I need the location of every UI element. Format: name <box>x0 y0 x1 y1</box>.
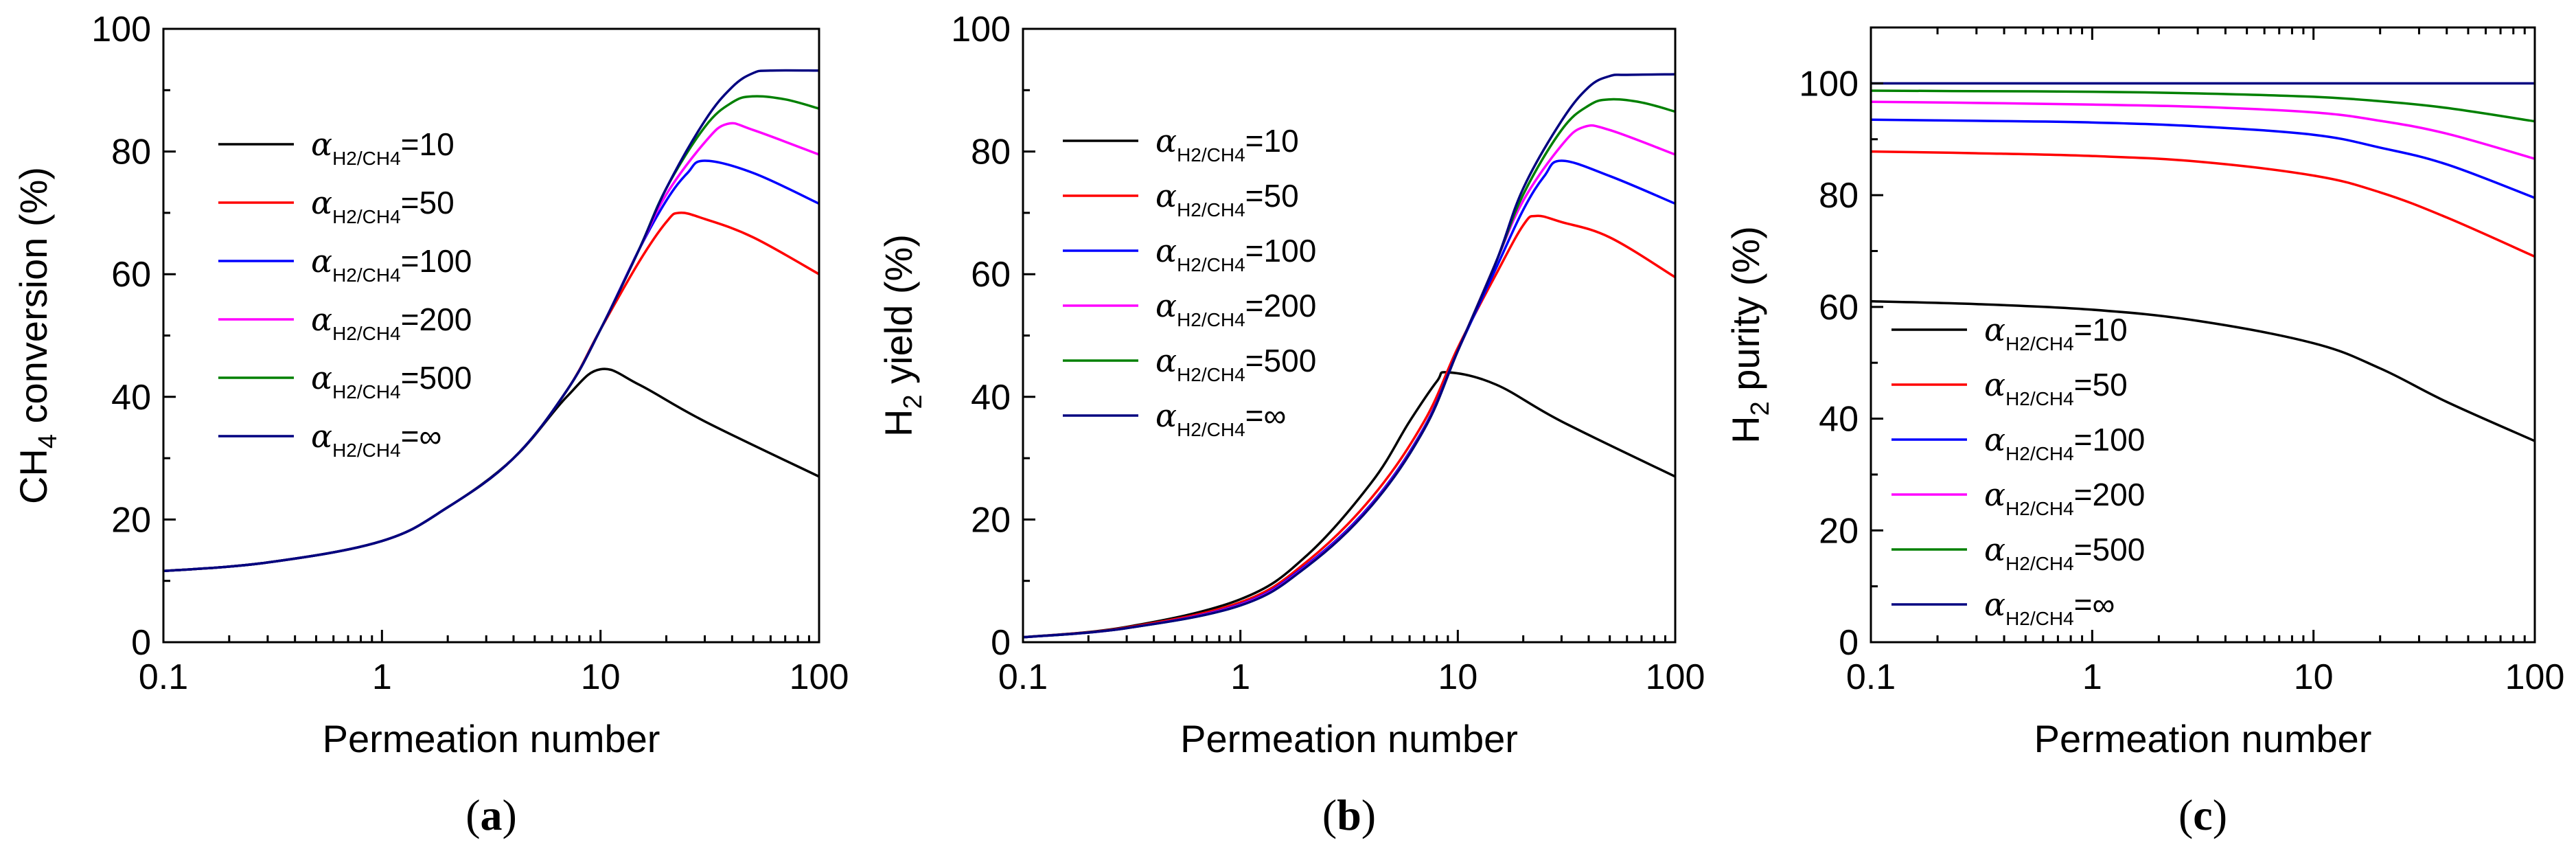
series-line-alpha-200 <box>163 122 819 573</box>
legend-entry-label: αH2/CH4=50 <box>1984 366 2128 409</box>
y-tick-label: 40 <box>1819 400 1859 440</box>
x-tick-label: 100 <box>1646 657 1705 697</box>
legend-entry-label: αH2/CH4=50 <box>1155 177 1299 220</box>
y-tick-label: 80 <box>111 133 151 172</box>
chart-panel-a: 0.1 1 10 100 0 20 40 60 80 100 Permeation number CH… <box>12 10 849 839</box>
legend: αH2/CH4=10 αH2/CH4=50 αH2/CH4=100 αH2/CH4=2… <box>1063 122 1316 440</box>
series-line-alpha-inf <box>1023 73 1675 639</box>
x-axis-label: Permeation number <box>323 717 660 760</box>
y-tick-label: 60 <box>1819 288 1859 328</box>
series-line-alpha-200 <box>1023 124 1675 639</box>
series-line-alpha-200 <box>1871 100 2535 160</box>
legend-entry-label: αH2/CH4=200 <box>311 301 472 344</box>
y-tick-label: 40 <box>971 378 1011 418</box>
x-tick-label: 100 <box>790 657 849 697</box>
y-tick-label: 0 <box>1839 623 1859 663</box>
series-line-alpha-500 <box>1023 98 1675 639</box>
legend: αH2/CH4=10 αH2/CH4=50 αH2/CH4=100 αH2/CH4=2… <box>1891 311 2145 629</box>
x-tick-label: 10 <box>581 657 621 697</box>
series-line-alpha-inf <box>163 69 819 573</box>
y-tick-label: 40 <box>111 378 151 418</box>
series-line-alpha-100 <box>1023 159 1675 639</box>
y-axis-label: H2 purity (%) <box>1724 226 1775 444</box>
x-tick-label: 10 <box>1438 657 1477 697</box>
x-tick-label: 1 <box>1230 657 1250 697</box>
legend-entry-label: αH2/CH4=100 <box>311 242 472 286</box>
plot-frame <box>1870 26 2536 644</box>
series-line-alpha-500 <box>163 95 819 573</box>
series-line-alpha-10 <box>163 367 819 573</box>
y-tick-label: 20 <box>971 500 1011 540</box>
legend-entry-label: αH2/CH4=200 <box>1155 287 1316 330</box>
series-line-alpha-50 <box>1023 214 1675 639</box>
x-axis-label: Permeation number <box>2034 717 2372 760</box>
legend-entry-label: αH2/CH4=100 <box>1155 232 1316 275</box>
x-axis-label: Permeation number <box>1180 717 1518 760</box>
x-tick-label: 100 <box>2505 657 2565 697</box>
y-tick-label: 20 <box>1819 511 1859 551</box>
chart-panel-c: 0.1 1 10 100 0 20 40 60 80 100 Permeation number H2… <box>1724 26 2565 839</box>
legend-entry-label: αH2/CH4=10 <box>1984 311 2128 354</box>
legend-entry-label: αH2/CH4=500 <box>1155 342 1316 385</box>
series-line-alpha-10 <box>1023 371 1675 639</box>
chart-panel-b: 0.1 1 10 100 0 20 40 60 80 100 Permeation number H2… <box>877 10 1705 839</box>
panel-label: (b) <box>1322 791 1376 839</box>
series-line-alpha-100 <box>1871 118 2535 199</box>
legend-entry-label: αH2/CH4=100 <box>1984 421 2145 464</box>
x-tick-label: 0.1 <box>1846 657 1896 697</box>
legend-entry-label: αH2/CH4=50 <box>311 184 455 227</box>
legend-entry-label: αH2/CH4=∞ <box>1155 397 1286 440</box>
y-tick-label: 80 <box>971 133 1011 172</box>
series-line-alpha-10 <box>1871 299 2535 442</box>
legend-entry-label: αH2/CH4=10 <box>1155 122 1299 166</box>
y-tick-label: 0 <box>991 623 1011 663</box>
x-tick-label: 10 <box>2294 657 2334 697</box>
legend-entry-label: αH2/CH4=10 <box>311 126 455 169</box>
x-tick-label: 1 <box>372 657 392 697</box>
legend: αH2/CH4=10 αH2/CH4=50 αH2/CH4=100 αH2/CH4=2… <box>218 126 472 461</box>
y-tick-label: 60 <box>111 255 151 295</box>
y-tick-label: 100 <box>1799 64 1859 104</box>
series-group <box>1023 73 1675 639</box>
y-axis-label: CH4 conversion (%) <box>12 167 62 504</box>
y-tick-label: 80 <box>1819 176 1859 216</box>
y-tick-label: 100 <box>951 10 1011 49</box>
plot-frame <box>1022 27 1677 644</box>
x-tick-label: 0.1 <box>998 657 1048 697</box>
x-tick-label: 1 <box>2082 657 2102 697</box>
series-group <box>163 69 819 573</box>
panel-label: (a) <box>465 791 517 839</box>
series-line-alpha-100 <box>163 159 819 573</box>
series-line-alpha-500 <box>1871 89 2535 123</box>
plot-frame <box>162 27 820 644</box>
panel-label: (c) <box>2178 791 2227 839</box>
y-tick-label: 0 <box>131 623 151 663</box>
x-tick-label: 0.1 <box>139 657 188 697</box>
series-line-alpha-50 <box>163 212 819 573</box>
series-line-alpha-50 <box>1871 150 2535 258</box>
y-tick-label: 100 <box>91 10 151 49</box>
legend-entry-label: αH2/CH4=500 <box>1984 531 2145 574</box>
y-tick-label: 60 <box>971 255 1011 295</box>
y-axis-label: H2 yield (%) <box>877 234 928 437</box>
y-tick-label: 20 <box>111 500 151 540</box>
legend-entry-label: αH2/CH4=∞ <box>311 418 441 461</box>
legend-entry-label: αH2/CH4=200 <box>1984 476 2145 519</box>
series-group <box>1871 82 2535 442</box>
legend-entry-label: αH2/CH4=∞ <box>1984 586 2115 629</box>
legend-entry-label: αH2/CH4=500 <box>311 359 472 402</box>
